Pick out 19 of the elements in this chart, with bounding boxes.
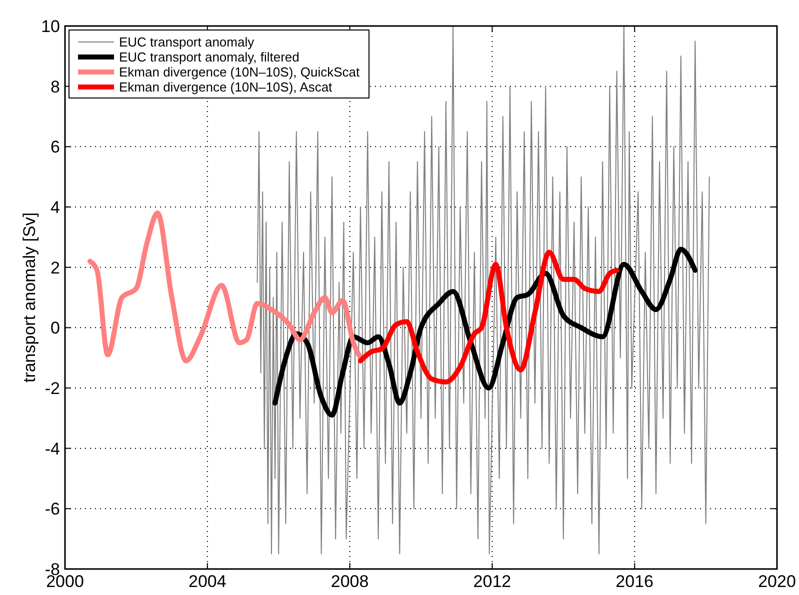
y-tick-label: 4 [50,198,60,217]
y-tick-label: -4 [44,439,60,458]
legend-label: EUC transport anomaly [119,34,255,50]
x-tick-label: 2012 [473,572,512,591]
y-tick-label: 8 [50,77,60,96]
y-axis-title: transport anomaly [Sv] [20,212,39,383]
y-tick-label: 6 [50,138,60,157]
y-tick-label: 0 [50,318,60,338]
x-tick-label: 2020 [758,572,796,591]
y-tick-label: 10 [41,17,60,36]
y-tick-label: -2 [44,379,60,398]
x-tick-label: 2004 [188,572,226,591]
legend-label: Ekman divergence (10N‒10S), Ascat [119,80,333,94]
legend-label: EUC transport anomaly, filtered [119,50,300,64]
y-tick-label: -6 [44,500,60,519]
x-tick-label: 2016 [616,572,654,591]
y-tick-label: 2 [50,258,60,278]
x-tick-label: 2008 [330,572,369,591]
legend-label: Ekman divergence (10N‒10S), QuickScat [119,64,360,80]
